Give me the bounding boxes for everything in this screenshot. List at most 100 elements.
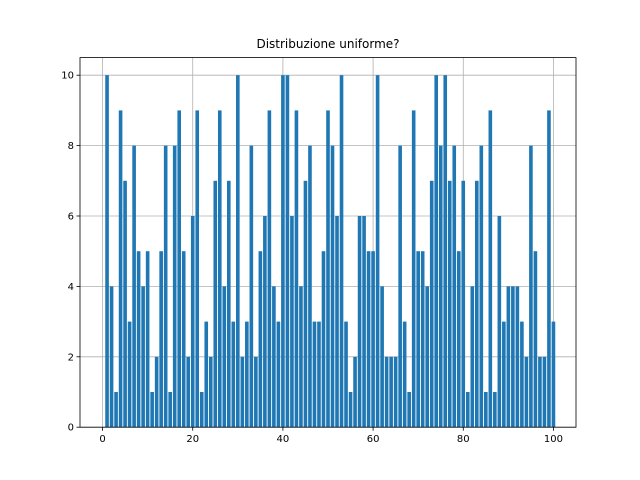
bar [420,251,425,428]
bar [484,392,488,428]
y-tick-label: 6 [68,212,74,223]
bar [281,75,285,428]
bar [542,356,547,428]
bar [551,321,556,428]
bar [172,145,177,428]
bar [479,145,484,428]
bar [393,356,398,428]
bar [511,286,515,428]
bar [317,321,321,428]
bar [375,75,380,428]
bar [163,145,168,428]
bar [285,75,290,428]
bar [384,356,389,428]
bar [416,251,420,428]
x-tick-label: 20 [186,434,199,445]
bar [353,356,357,428]
bar [294,110,299,428]
y-tick-label: 8 [68,141,74,152]
bar [411,110,416,428]
x-tick-label: 80 [457,434,470,445]
bar [105,75,109,428]
bar [502,321,506,428]
bar [465,392,470,428]
bar [429,180,434,428]
bar [312,321,317,428]
x-tick-label: 0 [99,434,105,445]
bar [389,356,393,428]
bar [276,321,281,428]
bar [190,216,195,428]
axes: 0 20 40 60 80 100 0 2 4 6 8 10 [61,71,563,446]
bar [443,75,448,428]
bar [357,216,362,428]
bar [407,392,411,428]
bar [272,286,276,428]
bar [213,180,218,428]
bar [515,286,520,428]
bar [181,251,186,428]
bar [335,216,339,428]
bar [236,75,240,428]
bar [308,145,312,428]
bar [267,110,272,428]
bar [263,216,267,428]
bar [380,286,384,428]
bar [438,145,443,428]
bar [186,356,191,428]
bar [204,321,209,428]
bar [506,286,511,428]
y-tick-label: 0 [68,423,74,434]
bar [136,251,141,428]
bar [447,180,452,428]
bar [168,392,172,428]
bar [362,216,366,428]
bar [208,356,213,428]
bar [326,110,330,428]
bar [240,356,245,428]
y-tick-label: 2 [68,352,74,363]
bar [452,145,457,428]
bar [470,286,475,428]
bar [254,356,258,428]
bar [299,286,303,428]
bar [366,251,371,428]
bar [199,392,204,428]
bar [132,145,136,428]
bar [538,356,542,428]
bar [402,321,407,428]
bar [493,392,497,428]
chart-title: Distribuzione uniforme? [256,37,399,51]
bar [529,145,533,428]
bar [141,286,145,428]
x-tick-label: 40 [277,434,290,445]
bar [456,251,461,428]
bar [249,145,254,428]
bar [533,251,538,428]
bar [461,180,466,428]
bar [150,392,154,428]
bar [488,110,493,428]
bar [114,392,118,428]
bar [258,251,263,428]
bar [177,110,182,428]
bar [321,251,326,428]
bar [547,110,551,428]
y-tick-label: 4 [68,282,74,293]
bar [434,75,439,428]
bar [330,145,335,428]
bar [123,180,127,428]
bar [217,110,222,428]
y-tick-label: 10 [61,71,74,82]
bar [344,321,348,428]
plot-frame [79,57,577,428]
bar [371,251,375,428]
bar [145,251,150,428]
bar [524,356,529,428]
bar [159,251,163,428]
bar [497,216,502,428]
bar [127,321,132,428]
bar [398,145,402,428]
bar [425,286,430,428]
